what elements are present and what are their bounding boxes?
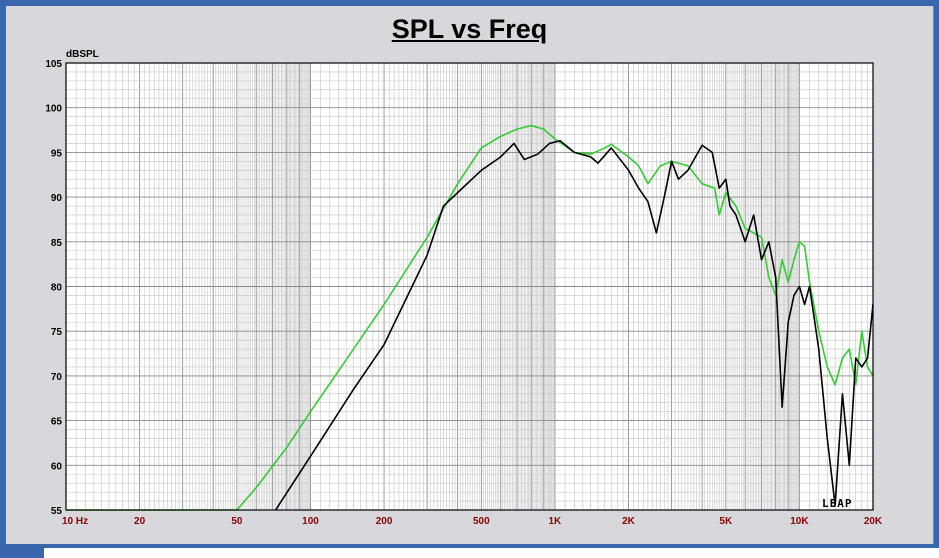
y-tick-label: 80 [51, 283, 63, 294]
leap-watermark: LEAP [822, 497, 853, 510]
x-tick-label: 2K [622, 516, 636, 527]
x-tick-label: 50 [231, 516, 243, 527]
series-group [66, 124, 874, 511]
y-tick-label: 75 [51, 327, 63, 338]
x-tick-label: 100 [302, 516, 319, 527]
x-tick-labels: 10 Hz 20 50 100 200 500 1K 2K 5K 10K 20K [62, 516, 883, 527]
y-tick-label: 70 [51, 372, 63, 383]
series-line-1 [66, 124, 874, 511]
y-tick-labels: 55 60 65 70 75 80 85 90 95 100 105 [45, 59, 62, 517]
x-tick-label: 500 [473, 516, 490, 527]
x-tick-label: 10 Hz [62, 516, 88, 527]
y-tick-label: 55 [51, 506, 63, 517]
y-tick-label: 60 [51, 461, 63, 472]
series-line-2 [274, 139, 874, 511]
y-axis-label: dBSPL [66, 49, 99, 60]
x-tick-label: 1K [549, 516, 563, 527]
y-tick-label: 90 [51, 193, 63, 204]
x-tick-label: 5K [719, 516, 733, 527]
x-tick-label: 10K [790, 516, 809, 527]
grid [66, 63, 873, 510]
y-tick-label: 85 [51, 238, 63, 249]
y-tick-label: 105 [45, 59, 62, 70]
chart-title: SPL vs Freq [391, 14, 548, 44]
x-tick-label: 20K [864, 516, 883, 527]
y-tick-label: 100 [45, 104, 62, 115]
y-tick-label: 95 [51, 148, 63, 159]
bottom-edge-strip [44, 548, 939, 558]
bottom-edge-bar [38, 548, 44, 558]
x-tick-label: 20 [134, 516, 146, 527]
y-tick-label: 65 [51, 417, 63, 428]
plot-border [65, 62, 874, 511]
x-tick-label: 200 [376, 516, 393, 527]
